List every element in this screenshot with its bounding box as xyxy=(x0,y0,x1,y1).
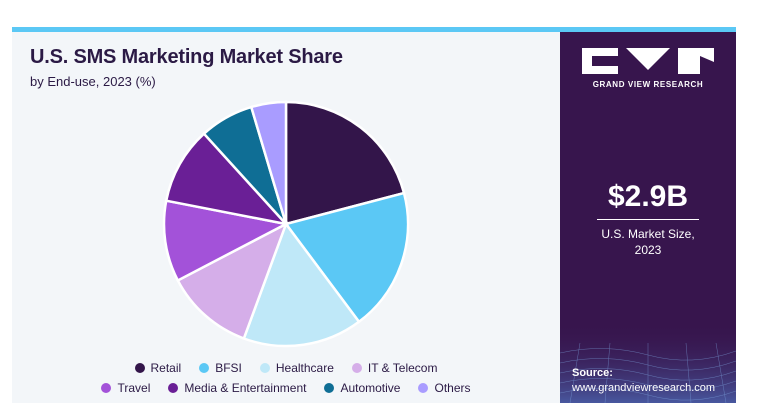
chart-legend: Retail BFSI Healthcare IT & Telecom Travel M… xyxy=(12,358,560,398)
legend-row: Travel Media & Entertainment Automotive Oth… xyxy=(12,378,560,398)
brand-name: GRAND VIEW RESEARCH xyxy=(592,80,704,89)
legend-label: Retail xyxy=(150,361,182,375)
legend-swatch xyxy=(351,363,362,373)
legend-swatch xyxy=(418,383,429,393)
source-label: Source: xyxy=(572,367,613,379)
legend-item-bfsi: BFSI xyxy=(199,361,242,375)
legend-swatch xyxy=(168,383,179,393)
market-size-label-year: 2023 xyxy=(634,243,662,257)
grand-view-research-logo-icon xyxy=(582,48,714,74)
legend-label: Others xyxy=(434,381,471,395)
pie-slice-retail xyxy=(284,100,406,226)
legend-swatch xyxy=(259,363,270,373)
pie-slice-bfsi xyxy=(283,191,410,324)
pie-chart xyxy=(162,100,410,348)
wave-pattern-decoration xyxy=(560,323,736,403)
legend-label: BFSI xyxy=(215,361,242,375)
legend-swatch xyxy=(134,363,145,373)
chart-title: U.S. SMS Marketing Market Share xyxy=(30,46,343,68)
pie-slice-healthcare xyxy=(242,221,361,348)
legend-label: Healthcare xyxy=(275,361,334,375)
legend-swatch xyxy=(199,363,210,373)
pie-slice-travel xyxy=(162,199,290,283)
legend-item-others: Others xyxy=(418,381,471,395)
pie-slice-media-entertainment xyxy=(164,131,290,226)
legend-label: Media & Entertainment xyxy=(184,381,307,395)
source-url-link[interactable]: www.grandviewresearch.com xyxy=(572,382,716,394)
market-size-label-line: U.S. Market Size, xyxy=(601,227,695,241)
divider xyxy=(597,219,699,220)
legend-label: IT & Telecom xyxy=(367,361,438,375)
legend-item-travel: Travel xyxy=(101,381,150,395)
legend-swatch xyxy=(324,383,335,393)
legend-label: Travel xyxy=(117,381,151,395)
market-size-value: $2.9B xyxy=(607,180,689,213)
legend-item-media-entertainment: Media & Entertainment xyxy=(168,381,306,395)
info-panel: GRAND VIEW RESEARCH $2.9B U.S. Market Si… xyxy=(560,32,736,403)
legend-swatch xyxy=(101,383,112,393)
legend-item-it-telecom: IT & Telecom xyxy=(351,361,438,375)
chart-subtitle: by End-use, 2023 (%) xyxy=(30,74,156,89)
legend-item-retail: Retail xyxy=(134,361,182,375)
pie-slice-others xyxy=(249,100,288,225)
legend-item-healthcare: Healthcare xyxy=(259,361,334,375)
legend-label: Automotive xyxy=(340,381,401,395)
chart-card: U.S. SMS Marketing Market Share by End-u… xyxy=(12,27,736,403)
legend-row: Retail BFSI Healthcare IT & Telecom xyxy=(12,358,560,378)
legend-item-automotive: Automotive xyxy=(324,381,400,395)
market-size-label: U.S. Market Size, 2023 xyxy=(560,226,736,258)
pie-slice-it-telecom xyxy=(176,221,289,341)
